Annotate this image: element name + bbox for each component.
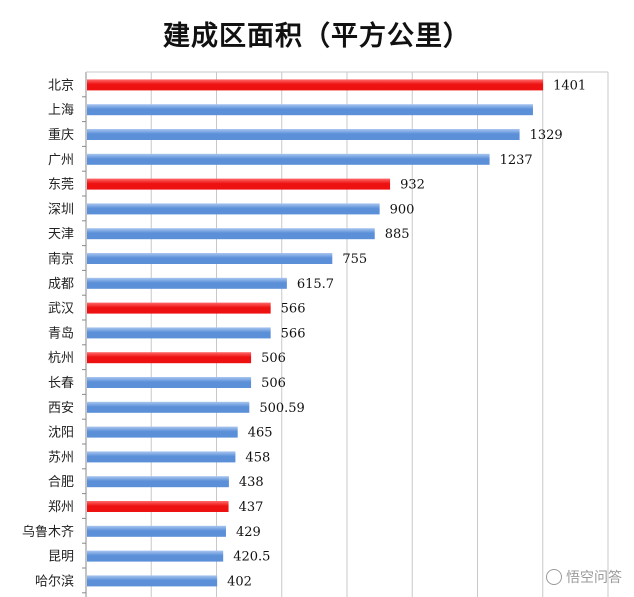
- category-label: 长春: [48, 376, 74, 391]
- value-label: 755: [342, 252, 367, 267]
- bar: [87, 377, 252, 388]
- chart-title: 建成区面积（平方公里）: [163, 21, 471, 52]
- bar: [87, 153, 490, 165]
- bar-highlight: [87, 501, 229, 512]
- category-label: 乌鲁木齐: [22, 524, 74, 540]
- category-label: 重庆: [48, 127, 74, 143]
- value-label: 438: [239, 475, 264, 490]
- value-label: 566: [281, 326, 306, 341]
- value-label: 500.59: [259, 401, 305, 416]
- value-label: 615.7: [297, 277, 334, 292]
- value-label: 566: [281, 302, 306, 317]
- category-label: 武汉: [48, 302, 74, 317]
- value-label: 437: [239, 500, 264, 515]
- bar: [87, 451, 236, 463]
- bar: [87, 426, 238, 438]
- category-label: 青岛: [48, 325, 74, 341]
- category-label: 昆明: [48, 550, 74, 565]
- watermark-text: 悟空问答: [566, 570, 622, 586]
- bar-highlight: [87, 302, 271, 314]
- category-label: 哈尔滨: [35, 573, 74, 589]
- value-label: 429: [236, 525, 261, 540]
- category-label: 南京: [48, 251, 74, 267]
- bar-highlight: [87, 352, 252, 364]
- value-label: 885: [385, 227, 410, 242]
- speech-bubble-icon: [546, 569, 562, 585]
- category-label: 深圳: [48, 202, 74, 217]
- value-label: 458: [245, 450, 270, 465]
- bar: [87, 228, 375, 240]
- value-label: 1401: [553, 78, 586, 93]
- bar-highlight: [87, 79, 544, 91]
- bar: [87, 550, 224, 562]
- category-label: 上海: [48, 103, 74, 118]
- bar: [87, 525, 226, 537]
- value-label: 402: [227, 574, 252, 589]
- category-label: 合肥: [48, 475, 74, 490]
- category-label: 北京: [48, 78, 74, 93]
- value-label: 1329: [530, 128, 563, 143]
- bar: [87, 575, 218, 587]
- value-label: 420.5: [233, 550, 270, 565]
- bar: [87, 203, 380, 215]
- category-label: 沈阳: [48, 426, 74, 441]
- watermark: 悟空问答: [546, 567, 622, 587]
- bar: [87, 277, 287, 289]
- category-label: 西安: [48, 401, 74, 416]
- bar-highlight: [87, 178, 391, 190]
- bar: [87, 253, 333, 264]
- bar: [87, 104, 533, 116]
- value-label: 465: [248, 426, 273, 441]
- value-label: 506: [261, 376, 286, 391]
- category-label: 杭州: [48, 351, 74, 366]
- category-label: 东莞: [48, 178, 74, 193]
- category-label: 天津: [48, 227, 74, 242]
- value-label: 1237: [500, 153, 533, 168]
- category-label: 苏州: [48, 449, 74, 465]
- bar: [87, 327, 271, 339]
- bar: [87, 401, 250, 413]
- bar: [87, 476, 229, 488]
- value-label: 932: [400, 178, 425, 193]
- bar: [87, 129, 520, 140]
- category-label: 广州: [48, 153, 74, 168]
- category-label: 成都: [48, 277, 74, 292]
- value-label: 900: [390, 202, 415, 217]
- value-label: 506: [261, 351, 286, 366]
- category-label: 郑州: [48, 500, 74, 515]
